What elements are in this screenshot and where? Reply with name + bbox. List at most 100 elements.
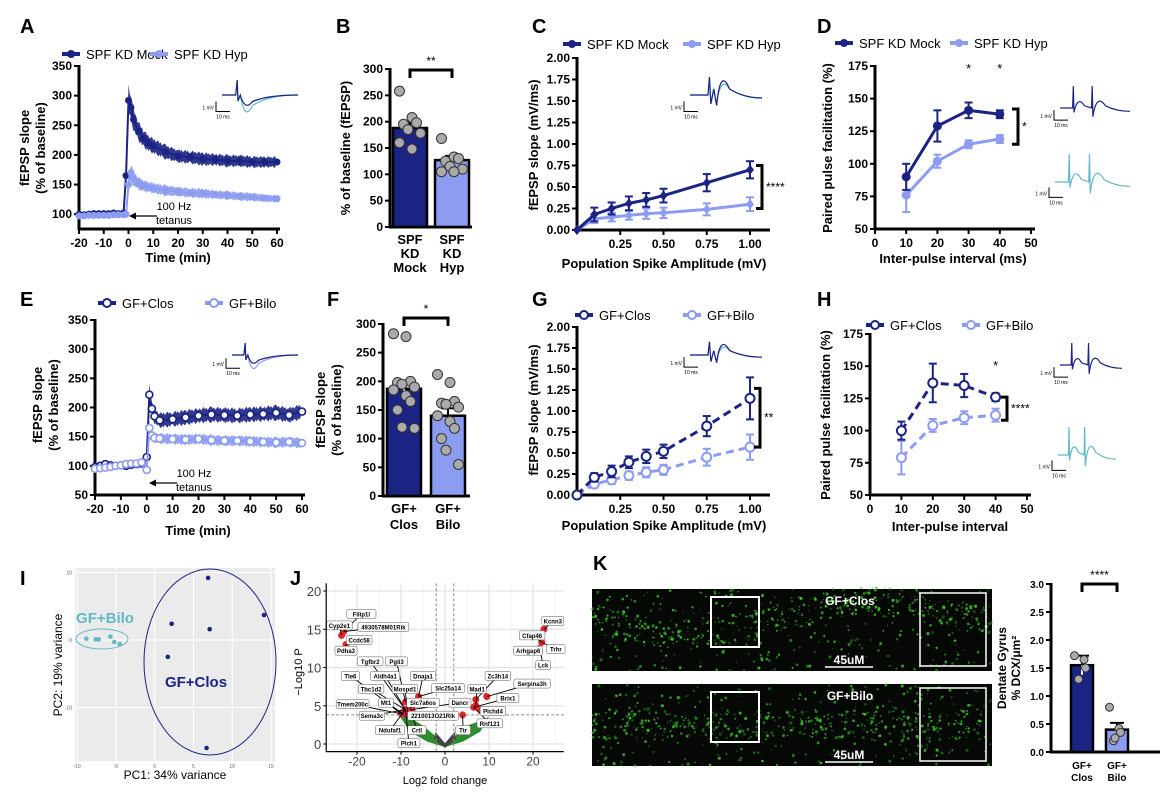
y-tick-label: 100 bbox=[68, 459, 88, 473]
fluorescence-signal bbox=[733, 622, 736, 624]
fluorescence-signal bbox=[852, 709, 857, 713]
fluorescence-signal bbox=[976, 722, 978, 724]
fluorescence-signal bbox=[838, 735, 841, 737]
fluorescence-signal bbox=[901, 705, 903, 707]
fluorescence-signal bbox=[831, 729, 833, 732]
fluorescence-signal bbox=[675, 640, 678, 643]
fluorescence-signal bbox=[989, 617, 990, 619]
fluorescence-signal bbox=[702, 635, 705, 638]
panel-label-e: E bbox=[20, 289, 33, 311]
fluorescence-signal bbox=[966, 726, 968, 728]
fluorescence-signal bbox=[761, 741, 763, 744]
fluorescence-signal bbox=[683, 638, 686, 641]
data-point bbox=[134, 127, 142, 135]
fluorescence-signal bbox=[884, 683, 888, 687]
significance-label: **** bbox=[1011, 402, 1030, 416]
fluorescence-signal bbox=[875, 589, 878, 592]
fluorescence-signal bbox=[665, 713, 668, 716]
fluorescence-signal bbox=[625, 721, 629, 725]
fluorescence-signal bbox=[814, 730, 818, 734]
x-tick-label: 20 bbox=[526, 755, 540, 769]
fluorescence-signal bbox=[845, 721, 848, 723]
group-label: GF+Bilo bbox=[76, 610, 134, 627]
fluorescence-signal bbox=[824, 727, 828, 731]
fluorescence-signal bbox=[902, 692, 906, 696]
fluorescence-signal bbox=[930, 719, 933, 723]
data-point bbox=[233, 436, 242, 446]
y-tick-label: 50 bbox=[855, 222, 869, 236]
fluorescence-signal bbox=[786, 734, 789, 737]
fluorescence-signal bbox=[911, 597, 913, 599]
fluorescence-signal bbox=[913, 699, 917, 703]
fluorescence-signal bbox=[826, 657, 829, 659]
data-point bbox=[75, 212, 83, 220]
fluorescence-signal bbox=[828, 684, 831, 687]
fluorescence-signal bbox=[966, 622, 970, 626]
fluorescence-signal bbox=[921, 610, 924, 613]
fluorescence-signal bbox=[774, 719, 776, 722]
fluorescence-signal bbox=[870, 657, 872, 659]
fluorescence-signal bbox=[905, 748, 907, 750]
fluorescence-signal bbox=[813, 691, 817, 694]
fluorescence-signal bbox=[663, 640, 666, 643]
data-point bbox=[84, 636, 89, 641]
image-label: GF+Bilo bbox=[827, 689, 873, 703]
fluorescence-signal bbox=[926, 724, 930, 727]
fluorescence-signal bbox=[953, 722, 956, 726]
fluorescence-signal bbox=[922, 596, 924, 599]
fluorescence-signal bbox=[694, 627, 697, 631]
fluorescence-signal bbox=[911, 628, 915, 632]
fluorescence-signal bbox=[727, 725, 729, 727]
fluorescence-signal bbox=[601, 607, 603, 609]
scale-bar bbox=[683, 101, 698, 112]
fluorescence-signal bbox=[846, 624, 849, 627]
data-point bbox=[199, 189, 207, 197]
x-tick-label: 0 bbox=[125, 236, 132, 250]
fluorescence-signal bbox=[848, 608, 851, 610]
fluorescence-signal bbox=[673, 653, 676, 656]
data-point bbox=[440, 444, 452, 456]
fluorescence-signal bbox=[692, 727, 696, 730]
gene-label: Kcnn3 bbox=[544, 619, 563, 625]
fluorescence-signal bbox=[951, 631, 954, 635]
fluorescence-signal bbox=[828, 655, 832, 659]
fluorescence-signal bbox=[800, 710, 804, 714]
y-tick-label: 15 bbox=[307, 622, 321, 637]
fluorescence-signal bbox=[643, 622, 647, 626]
gene-label-box bbox=[513, 645, 544, 656]
data-point bbox=[248, 193, 256, 201]
fluorescence-signal bbox=[705, 724, 707, 727]
trace-line bbox=[1058, 426, 1117, 467]
significance-label: **** bbox=[1090, 568, 1109, 582]
fluorescence-signal bbox=[670, 637, 674, 641]
scale-bar-time: 10 ms bbox=[684, 115, 698, 121]
data-point bbox=[236, 157, 244, 165]
fluorescence-signal bbox=[833, 640, 836, 644]
fluorescence-signal bbox=[728, 669, 732, 672]
fluorescence-signal bbox=[869, 716, 873, 720]
fluorescence-signal bbox=[657, 717, 659, 719]
fluorescence-signal bbox=[832, 600, 836, 603]
fluorescence-signal bbox=[678, 666, 682, 670]
fluorescence-signal bbox=[738, 711, 742, 715]
x-tick-label: -20 bbox=[348, 755, 366, 769]
fluorescence-signal bbox=[831, 715, 833, 718]
fluorescence-signal bbox=[830, 598, 834, 601]
fluorescence-signal bbox=[880, 612, 882, 614]
fluorescence-signal bbox=[735, 615, 737, 618]
fluorescence-signal bbox=[729, 734, 732, 737]
scale-bar-voltage: 1 mV bbox=[1035, 191, 1047, 197]
data-point bbox=[168, 414, 177, 424]
fluorescence-signal bbox=[967, 703, 971, 707]
fluorescence-signal bbox=[715, 668, 718, 671]
fluorescence-signal bbox=[685, 735, 688, 737]
fluorescence-signal bbox=[935, 754, 938, 757]
y-axis-label: fEPSP slope (mV/ms) bbox=[526, 79, 541, 210]
fluorescence-signal bbox=[673, 724, 676, 726]
fluorescence-signal bbox=[948, 751, 951, 754]
gene-label: Filip1l bbox=[353, 612, 371, 618]
fluorescence-signal bbox=[706, 722, 710, 726]
fluorescence-signal bbox=[643, 707, 646, 711]
gene-label-box bbox=[335, 699, 370, 709]
fluorescence-signal bbox=[747, 616, 750, 618]
